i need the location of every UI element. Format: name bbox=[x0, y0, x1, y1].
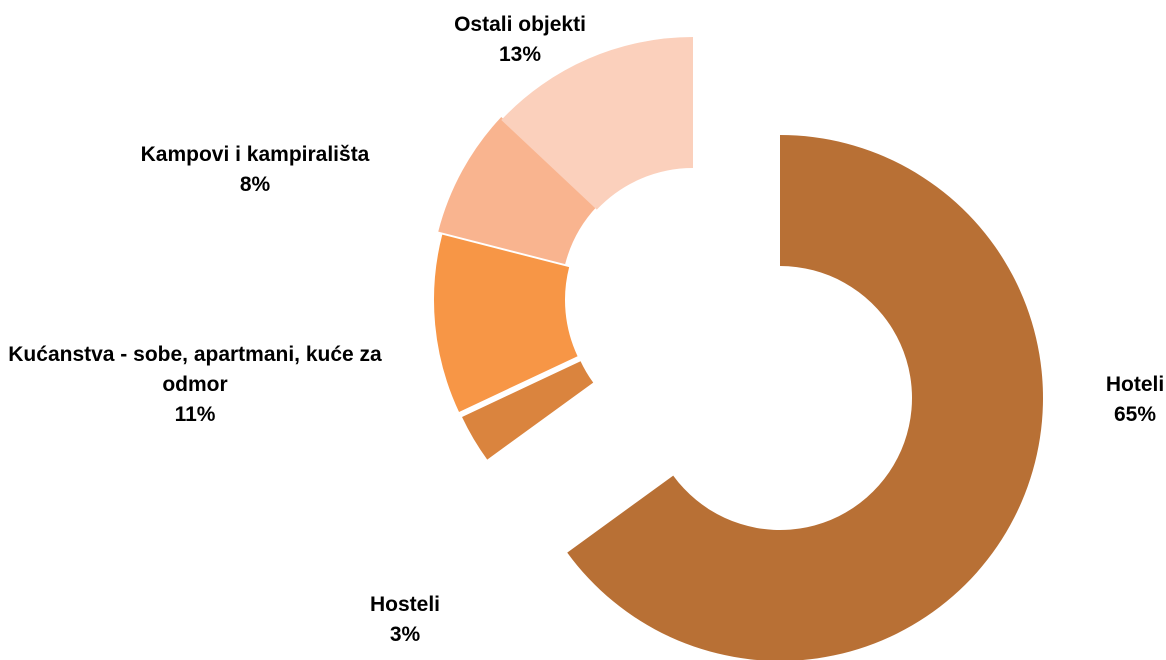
category-label: Hoteli bbox=[1105, 373, 1165, 396]
value-label: 11% bbox=[174, 403, 216, 426]
value-label: 13% bbox=[498, 43, 542, 66]
category-label: Ostali objekti bbox=[454, 13, 586, 36]
category-label: Kućanstva - sobe, apartmani, kuće za odm… bbox=[8, 343, 382, 396]
slice bbox=[438, 116, 597, 265]
slice bbox=[501, 37, 693, 210]
value-label: 8% bbox=[239, 173, 271, 196]
category-label: Hosteli bbox=[369, 593, 440, 616]
slice bbox=[434, 234, 578, 412]
slice bbox=[462, 361, 594, 460]
data-label: Kućanstva - sobe, apartmani, kuće za odm… bbox=[5, 340, 385, 430]
data-label: Hosteli 3% bbox=[345, 590, 465, 650]
data-label: Hoteli 65% bbox=[1075, 370, 1166, 430]
data-label: Kampovi i kampirališta 8% bbox=[95, 140, 415, 200]
category-label: Kampovi i kampirališta bbox=[140, 143, 370, 166]
slice bbox=[567, 135, 1043, 660]
value-label: 3% bbox=[389, 623, 421, 646]
data-label: Ostali objekti 13% bbox=[410, 10, 630, 70]
value-label: 65% bbox=[1113, 403, 1157, 426]
